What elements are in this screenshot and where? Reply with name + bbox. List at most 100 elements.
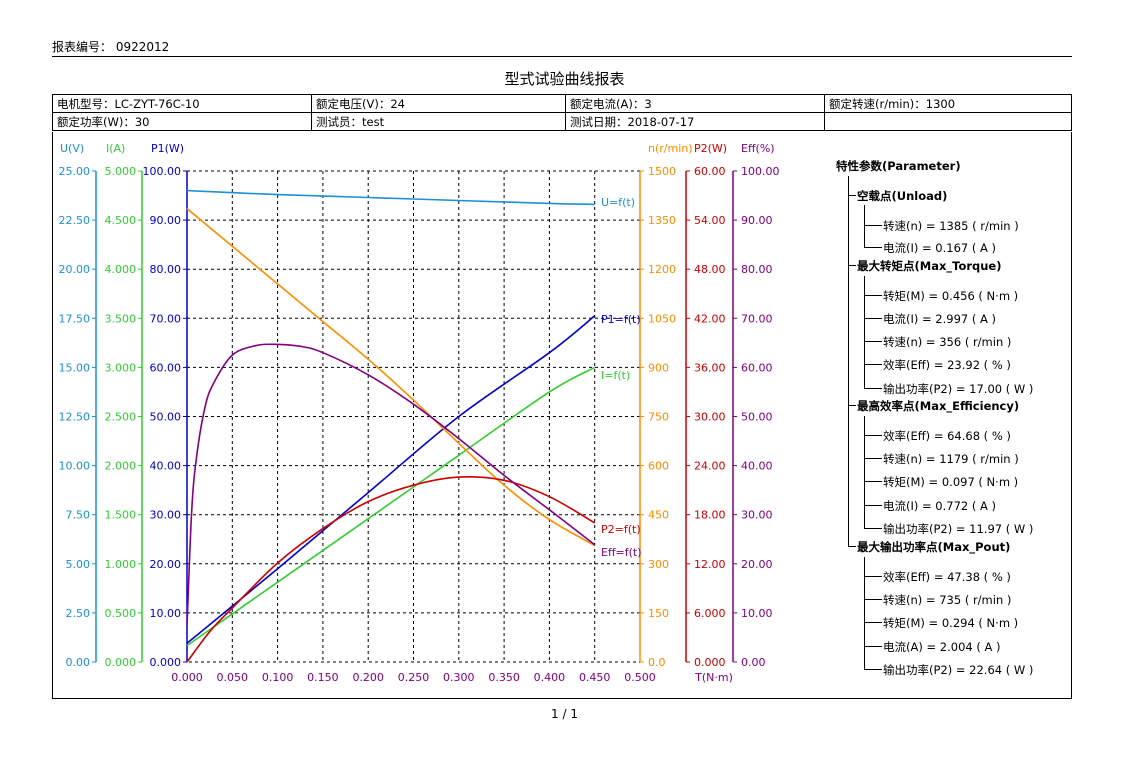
x-tick-label: 0.350	[488, 671, 520, 684]
info-row: 额定功率(W)：30 测试员：test 测试日期：2018-07-17	[52, 112, 1072, 131]
series-line-p1	[186, 315, 596, 644]
tick-label: 4.500	[105, 214, 137, 227]
x-tick-label: 0.050	[217, 671, 249, 684]
tick-label: 40.00	[150, 460, 182, 473]
series-label-i: I=f(t)	[601, 369, 630, 382]
tick-label: 50.00	[741, 411, 773, 424]
tree-branch	[848, 265, 856, 266]
group-max-efficiency-label: 最高效率点(Max_Efficiency)	[857, 399, 1020, 413]
param-item: 电流(I) = 0.167 ( A )	[883, 241, 997, 255]
tree-line	[864, 557, 865, 669]
param-item: 输出功率(P2) = 22.64 ( W )	[883, 663, 1034, 677]
tree-line	[864, 276, 865, 388]
tick-label: 60.00	[741, 361, 773, 374]
tick-label: 12.00	[694, 558, 726, 571]
tick-label: 1.000	[105, 558, 137, 571]
param-item: 转速(n) = 1179 ( r/min )	[883, 452, 1019, 466]
tick-label: 2.000	[105, 460, 137, 473]
tick-label: 0.0	[648, 656, 666, 669]
tick-label: 36.00	[694, 361, 726, 374]
tick-label: 0.500	[105, 607, 137, 620]
x-tick-label: 0.150	[307, 671, 339, 684]
tick-label: 1500	[648, 165, 676, 178]
tick-label: 0.00	[741, 656, 766, 669]
x-tick-label: 0.450	[579, 671, 611, 684]
group-unload-label: 空载点(Unload)	[857, 189, 948, 203]
tick-label: 750	[648, 411, 669, 424]
tick-label: 7.50	[66, 509, 91, 522]
axis-label-eff: Eff(%)	[741, 142, 775, 155]
param-item: 效率(Eff) = 47.38 ( % )	[883, 570, 1011, 584]
tree-branch	[848, 405, 856, 406]
tree-line	[864, 205, 865, 247]
tick-label: 50.00	[150, 411, 182, 424]
tree-branch	[864, 388, 882, 389]
x-tick-label: 0.100	[262, 671, 294, 684]
tick-label: 300	[648, 558, 669, 571]
tick-label: 12.50	[59, 411, 91, 424]
axis-label-i: I(A)	[106, 142, 125, 155]
tick-label: 100.00	[741, 165, 780, 178]
tick-label: 70.00	[741, 312, 773, 325]
param-item: 电流(I) = 2.997 ( A )	[883, 312, 997, 326]
tree-branch	[848, 195, 856, 196]
tick-label: 10.00	[741, 607, 773, 620]
tick-label: 20.00	[741, 558, 773, 571]
series-line-eff	[186, 343, 596, 626]
tick-label: 20.00	[59, 263, 91, 276]
tick-label: 10.00	[59, 460, 91, 473]
param-item: 电流(A) = 2.004 ( A )	[883, 640, 1001, 654]
tick-label: 3.500	[105, 312, 137, 325]
series-label-p1: P1=f(t)	[601, 313, 641, 326]
tree-branch	[864, 341, 882, 342]
tree-branch	[864, 364, 882, 365]
tree-branch	[864, 247, 882, 248]
tree-branch	[864, 225, 882, 226]
axis-label-p2: P2(W)	[694, 142, 727, 155]
tree-branch	[864, 669, 882, 670]
tree-branch	[864, 481, 882, 482]
tree-branch	[864, 295, 882, 296]
x-tick-label: 0.400	[534, 671, 566, 684]
group-max-pout-label: 最大输出功率点(Max_Pout)	[857, 540, 1011, 554]
page-number: 1 / 1	[551, 707, 578, 721]
x-tick-label: 0.000	[171, 671, 203, 684]
param-item: 输出功率(P2) = 17.00 ( W )	[883, 382, 1034, 396]
tree-line	[864, 416, 865, 528]
tick-label: 2.50	[66, 607, 91, 620]
x-tick-label: 0.200	[352, 671, 384, 684]
tick-label: 6.000	[694, 607, 726, 620]
report-title: 型式试验曲线报表	[504, 70, 625, 88]
info-tester: 测试员：test	[311, 112, 566, 131]
param-item: 输出功率(P2) = 11.97 ( W )	[883, 522, 1034, 536]
tick-label: 0.00	[66, 656, 91, 669]
motor-info-table: 电机型号：LC-ZYT-76C-10 额定电压(V)：24 额定电流(A)：3 …	[52, 94, 1072, 131]
tree-branch	[864, 599, 882, 600]
param-item: 效率(Eff) = 23.92 ( % )	[883, 358, 1011, 372]
param-item: 转速(n) = 1385 ( r/min )	[883, 219, 1019, 233]
info-rated-voltage: 额定电压(V)：24	[311, 94, 566, 113]
tick-label: 40.00	[741, 460, 773, 473]
parameter-panel: 特性参数(Parameter) 空载点(Unload) 转速(n) = 1385…	[830, 150, 1070, 690]
chart-frame	[52, 132, 1072, 699]
series-line-p2	[186, 475, 596, 663]
tick-label: 90.00	[741, 214, 773, 227]
series-line-u	[186, 189, 595, 206]
tree-branch	[864, 528, 882, 529]
info-rated-speed: 额定转速(r/min)：1300	[824, 94, 1072, 113]
tick-label: 1350	[648, 214, 676, 227]
tree-branch	[848, 546, 856, 547]
tick-label: 90.00	[150, 214, 182, 227]
tree-branch	[864, 646, 882, 647]
tick-label: 30.00	[741, 509, 773, 522]
series-label-u: U=f(t)	[601, 196, 635, 209]
header-rule	[52, 56, 1072, 57]
tick-label: 600	[648, 460, 669, 473]
tick-label: 150	[648, 607, 669, 620]
tick-label: 22.50	[59, 214, 91, 227]
parameter-title: 特性参数(Parameter)	[836, 159, 961, 173]
tick-label: 18.00	[694, 509, 726, 522]
report-number: 报表编号： 0922012	[52, 40, 170, 54]
tick-label: 60.00	[150, 361, 182, 374]
info-empty-cell	[824, 112, 1072, 131]
